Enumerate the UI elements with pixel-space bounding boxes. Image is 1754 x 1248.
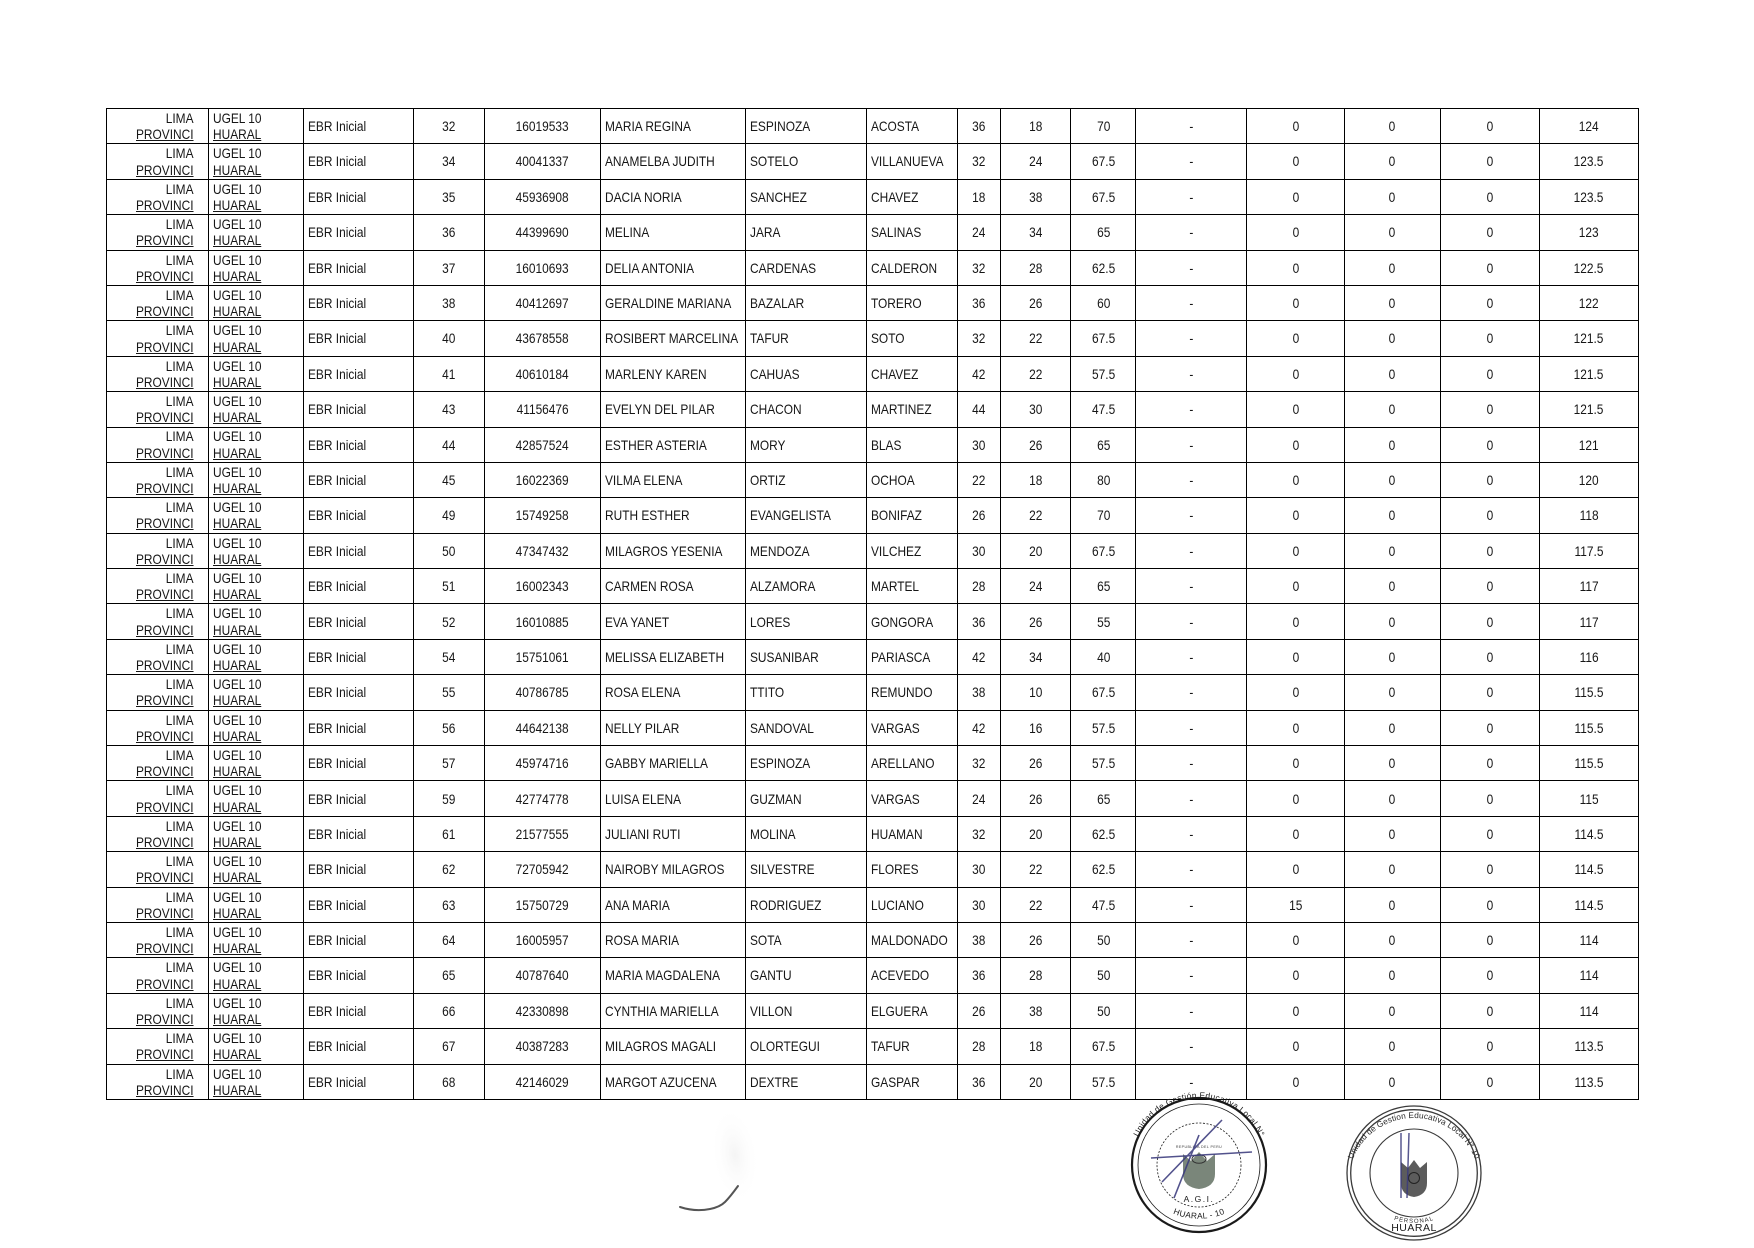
svg-text:A.G.I.: A.G.I.	[1184, 1194, 1215, 1204]
svg-text:HUARAL - 10: HUARAL - 10	[1172, 1206, 1226, 1221]
svg-text:HUARAL: HUARAL	[1391, 1222, 1437, 1234]
svg-text:REPUBLICA DEL PERU: REPUBLICA DEL PERU	[1176, 1145, 1222, 1149]
svg-text:Unidad de Gestion Educativa Lo: Unidad de Gestion Educativa Local N° 10	[1345, 1110, 1482, 1161]
svg-text:Unidad de Gestión Educativa Lo: Unidad de Gestión Educativa Local N°	[1131, 1090, 1267, 1138]
